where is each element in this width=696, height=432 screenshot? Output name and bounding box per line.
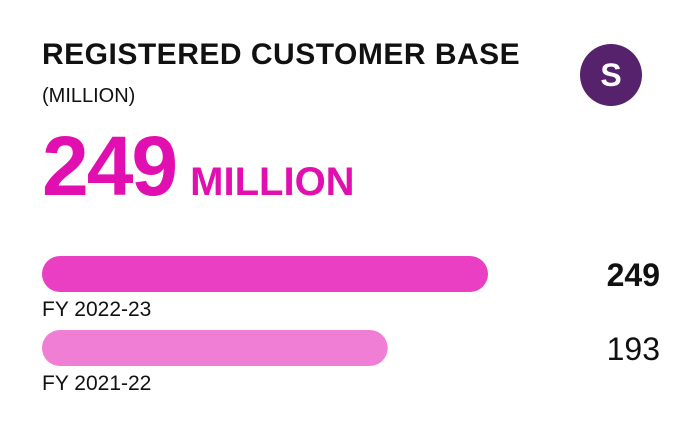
bar-fy-2021-22 <box>42 330 388 366</box>
value-label: 249 <box>607 257 660 293</box>
category-label: FY 2021-22 <box>42 372 151 395</box>
headline-unit: MILLION <box>190 160 355 204</box>
category-label: FY 2022-23 <box>42 298 151 321</box>
value-label: 193 <box>607 331 660 367</box>
chart-title: REGISTERED CUSTOMER BASE <box>42 38 521 71</box>
bar-fy-2022-23 <box>42 256 488 292</box>
headline-value: 249 <box>42 119 178 213</box>
brand-badge: S <box>580 44 642 106</box>
chart-subtitle: (MILLION) <box>42 85 136 107</box>
headline-figure: 249 MILLION <box>42 124 355 220</box>
badge-letter: S <box>600 56 622 93</box>
